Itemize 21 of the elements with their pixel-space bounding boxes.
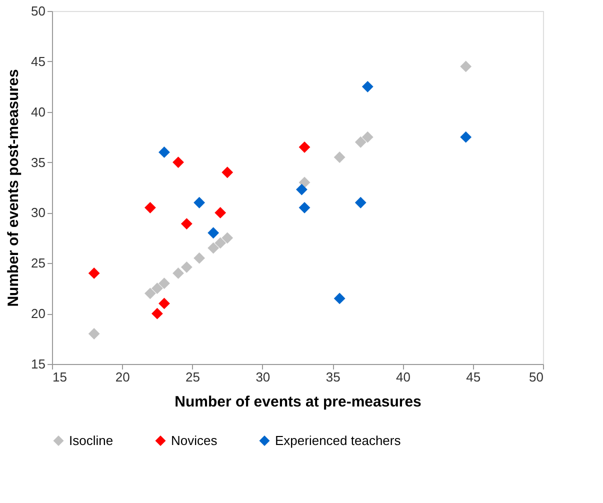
x-tick-label: 40 xyxy=(396,370,410,384)
y-tick-label: 20 xyxy=(31,306,46,322)
x-axis-title: Number of events at pre-measures xyxy=(174,394,422,410)
y-tick-label: 15 xyxy=(31,356,46,372)
y-tick-label: 45 xyxy=(31,54,46,69)
x-tick-label: 45 xyxy=(466,370,481,384)
legend-label: Experienced teachers xyxy=(275,432,402,448)
x-tick-label: 30 xyxy=(256,370,270,384)
x-tick-label: 15 xyxy=(52,370,67,384)
y-tick-label: 25 xyxy=(31,256,46,271)
legend-label: Novices xyxy=(171,432,218,448)
x-tick-label: 20 xyxy=(115,370,130,384)
x-tick-label: 25 xyxy=(186,370,200,384)
y-tick-label: 35 xyxy=(31,154,46,170)
y-tick-label: 30 xyxy=(31,205,46,220)
legend-label: Isocline xyxy=(69,432,114,448)
x-tick-label: 50 xyxy=(529,370,544,384)
y-tick-label: 50 xyxy=(31,4,46,18)
x-tick-label: 35 xyxy=(326,370,340,384)
y-axis-title: Number of events post-measures xyxy=(5,69,22,307)
y-tick-label: 40 xyxy=(31,104,46,120)
